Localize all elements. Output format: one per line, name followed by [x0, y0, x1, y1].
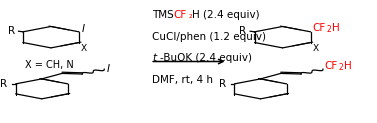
Text: H: H: [332, 23, 340, 33]
Text: TMS: TMS: [152, 10, 174, 20]
Text: ₂: ₂: [188, 11, 192, 20]
Text: -BuOK (2.4 equiv): -BuOK (2.4 equiv): [160, 53, 252, 63]
Text: R: R: [0, 79, 8, 89]
Text: H (2.4 equiv): H (2.4 equiv): [192, 10, 260, 20]
Text: 2: 2: [326, 25, 331, 34]
Text: 2: 2: [338, 63, 343, 72]
Text: DMF, rt, 4 h: DMF, rt, 4 h: [152, 75, 213, 85]
Text: X: X: [313, 44, 319, 53]
Text: R: R: [8, 26, 15, 36]
Text: CF: CF: [173, 10, 187, 20]
Text: H: H: [343, 61, 351, 71]
Text: CF: CF: [313, 23, 326, 33]
Text: R: R: [219, 79, 226, 89]
Text: CuCl/phen (1.2 equiv): CuCl/phen (1.2 equiv): [152, 32, 266, 42]
Text: t: t: [152, 53, 156, 63]
Text: CF: CF: [324, 61, 337, 71]
Text: I: I: [107, 64, 110, 74]
Text: X: X: [81, 44, 87, 53]
Text: X = CH, N: X = CH, N: [25, 60, 74, 70]
Text: I: I: [82, 24, 85, 34]
Text: R: R: [239, 26, 247, 36]
